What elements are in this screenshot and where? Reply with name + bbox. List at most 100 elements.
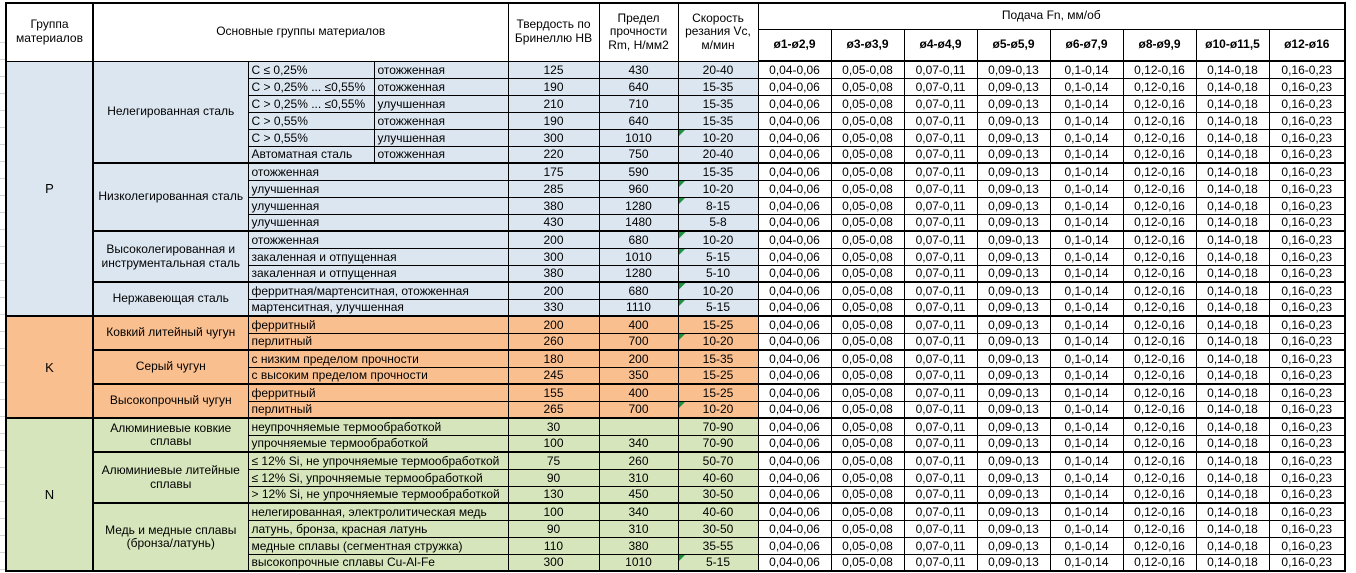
cell-feed[interactable]: 0,12-0,16 [1122,111,1197,130]
cell-feed[interactable]: 0,04-0,06 [757,434,832,453]
cell-speed-vc[interactable]: 5-8 [677,213,759,232]
cell-feed[interactable]: 0,09-0,13 [976,94,1051,113]
cell-feed[interactable]: 0,07-0,11 [903,77,978,96]
cell-hardness-hb[interactable]: 300 [507,553,600,572]
cell-feed[interactable]: 0,12-0,16 [1122,468,1197,487]
cell-feed[interactable]: 0,1-0,14 [1049,349,1124,368]
cell-feed[interactable]: 0,05-0,08 [830,349,905,368]
cell-feed[interactable]: 0,09-0,13 [976,264,1051,283]
cell-feed[interactable]: 0,14-0,18 [1195,213,1270,232]
cell-feed[interactable]: 0,16-0,23 [1268,434,1346,453]
cell-feed[interactable]: 0,09-0,13 [976,179,1051,198]
cell-feed[interactable]: 0,04-0,06 [757,213,832,232]
cell-feed[interactable]: 0,14-0,18 [1195,162,1270,181]
cell-feed[interactable]: 0,1-0,14 [1049,145,1124,164]
cell-feed[interactable]: 0,07-0,11 [903,281,978,300]
cell-state[interactable]: улучшенная [247,213,509,232]
cell-feed[interactable]: 0,1-0,14 [1049,196,1124,215]
cell-feed[interactable]: 0,09-0,13 [976,145,1051,164]
cell-feed[interactable]: 0,1-0,14 [1049,536,1124,555]
cell-feed[interactable]: 0,07-0,11 [903,247,978,266]
cell-state[interactable]: > 12% Si, не упрочняемые термообработкой [247,485,509,504]
cell-speed-vc[interactable]: 5-15 [677,553,759,572]
cell-feed[interactable]: 0,12-0,16 [1122,128,1197,147]
cell-speed-vc[interactable]: 40-60 [677,468,759,487]
group-letter-N[interactable]: N [5,417,94,572]
cell-feed[interactable]: 0,04-0,06 [757,468,832,487]
cell-feed[interactable]: 0,04-0,06 [757,366,832,385]
cell-feed[interactable]: 0,1-0,14 [1049,230,1124,249]
cell-feed[interactable]: 0,05-0,08 [830,196,905,215]
cell-feed[interactable]: 0,1-0,14 [1049,162,1124,181]
cell-feed[interactable]: 0,1-0,14 [1049,332,1124,351]
cell-state[interactable]: с высоким пределом прочности [247,366,509,385]
cell-strength-rm[interactable]: 1280 [598,196,679,215]
cell-hardness-hb[interactable]: 90 [507,468,600,487]
cell-feed[interactable]: 0,12-0,16 [1122,332,1197,351]
cell-state[interactable]: высокопрочные сплавы Cu-Al-Fe [247,553,509,572]
cell-feed[interactable]: 0,1-0,14 [1049,281,1124,300]
cell-feed[interactable]: 0,14-0,18 [1195,485,1270,504]
cell-hardness-hb[interactable]: 300 [507,128,600,147]
subgroup-cell[interactable]: Медь и медные сплавы (бронза/латунь) [92,502,249,572]
cell-feed[interactable]: 0,04-0,06 [757,111,832,130]
cell-speed-vc[interactable]: 40-60 [677,502,759,521]
cell-speed-vc[interactable]: 10-20 [677,281,759,300]
cell-hardness-hb[interactable]: 200 [507,315,600,334]
cell-feed[interactable]: 0,04-0,06 [757,332,832,351]
cell-feed[interactable]: 0,14-0,18 [1195,281,1270,300]
cell-state[interactable]: перлитный [247,332,509,351]
cell-feed[interactable]: 0,16-0,23 [1268,77,1346,96]
cell-feed[interactable]: 0,12-0,16 [1122,434,1197,453]
cell-hardness-hb[interactable]: 200 [507,230,600,249]
cell-strength-rm[interactable]: 400 [598,315,679,334]
cell-strength-rm[interactable]: 430 [598,60,679,79]
cell-feed[interactable]: 0,16-0,23 [1268,502,1346,521]
cell-feed[interactable]: 0,05-0,08 [830,434,905,453]
cell-feed[interactable]: 0,1-0,14 [1049,111,1124,130]
cell-feed[interactable]: 0,12-0,16 [1122,383,1197,402]
cell-state[interactable]: улучшенная [373,94,509,113]
cell-speed-vc[interactable]: 15-35 [677,94,759,113]
cell-strength-rm[interactable]: 960 [598,179,679,198]
cell-feed[interactable]: 0,1-0,14 [1049,468,1124,487]
cell-strength-rm[interactable]: 1480 [598,213,679,232]
cell-feed[interactable]: 0,12-0,16 [1122,162,1197,181]
cell-feed[interactable]: 0,16-0,23 [1268,111,1346,130]
cell-state[interactable]: отожженная [247,230,509,249]
cell-feed[interactable]: 0,09-0,13 [976,519,1051,538]
cell-feed[interactable]: 0,04-0,06 [757,315,832,334]
header-feed-col-7[interactable]: ø10-ø11,5 [1195,28,1270,62]
cell-feed[interactable]: 0,04-0,06 [757,145,832,164]
cell-spec[interactable]: C > 0,25% ... ≤0,55% [247,94,375,113]
subgroup-cell[interactable]: Высокопрочный чугун [92,383,249,419]
cell-state[interactable]: упрочняемые термообработкой [247,434,509,453]
cell-feed[interactable]: 0,14-0,18 [1195,111,1270,130]
cell-feed[interactable]: 0,1-0,14 [1049,77,1124,96]
cell-feed[interactable]: 0,16-0,23 [1268,553,1346,572]
cell-feed[interactable]: 0,07-0,11 [903,179,978,198]
subgroup-cell[interactable]: Нелегированная сталь [92,60,249,164]
cell-feed[interactable]: 0,1-0,14 [1049,553,1124,572]
cell-feed[interactable]: 0,12-0,16 [1122,519,1197,538]
cell-feed[interactable]: 0,07-0,11 [903,468,978,487]
cell-feed[interactable]: 0,09-0,13 [976,213,1051,232]
cell-feed[interactable]: 0,12-0,16 [1122,247,1197,266]
cell-feed[interactable]: 0,07-0,11 [903,264,978,283]
cell-feed[interactable]: 0,07-0,11 [903,230,978,249]
cell-speed-vc[interactable]: 5-15 [677,298,759,317]
header-feed-col-1[interactable]: ø1-ø2,9 [757,28,832,62]
cell-speed-vc[interactable]: 35-55 [677,536,759,555]
cell-feed[interactable]: 0,05-0,08 [830,553,905,572]
cell-feed[interactable]: 0,07-0,11 [903,417,978,436]
cell-feed[interactable]: 0,09-0,13 [976,230,1051,249]
cell-feed[interactable]: 0,04-0,06 [757,281,832,300]
cell-feed[interactable]: 0,09-0,13 [976,298,1051,317]
cell-feed[interactable]: 0,16-0,23 [1268,519,1346,538]
cell-feed[interactable]: 0,09-0,13 [976,332,1051,351]
cell-feed[interactable]: 0,07-0,11 [903,94,978,113]
header-feed-col-4[interactable]: ø5-ø5,9 [976,28,1051,62]
cell-feed[interactable]: 0,09-0,13 [976,60,1051,79]
cell-feed[interactable]: 0,04-0,06 [757,77,832,96]
cell-hardness-hb[interactable]: 190 [507,77,600,96]
